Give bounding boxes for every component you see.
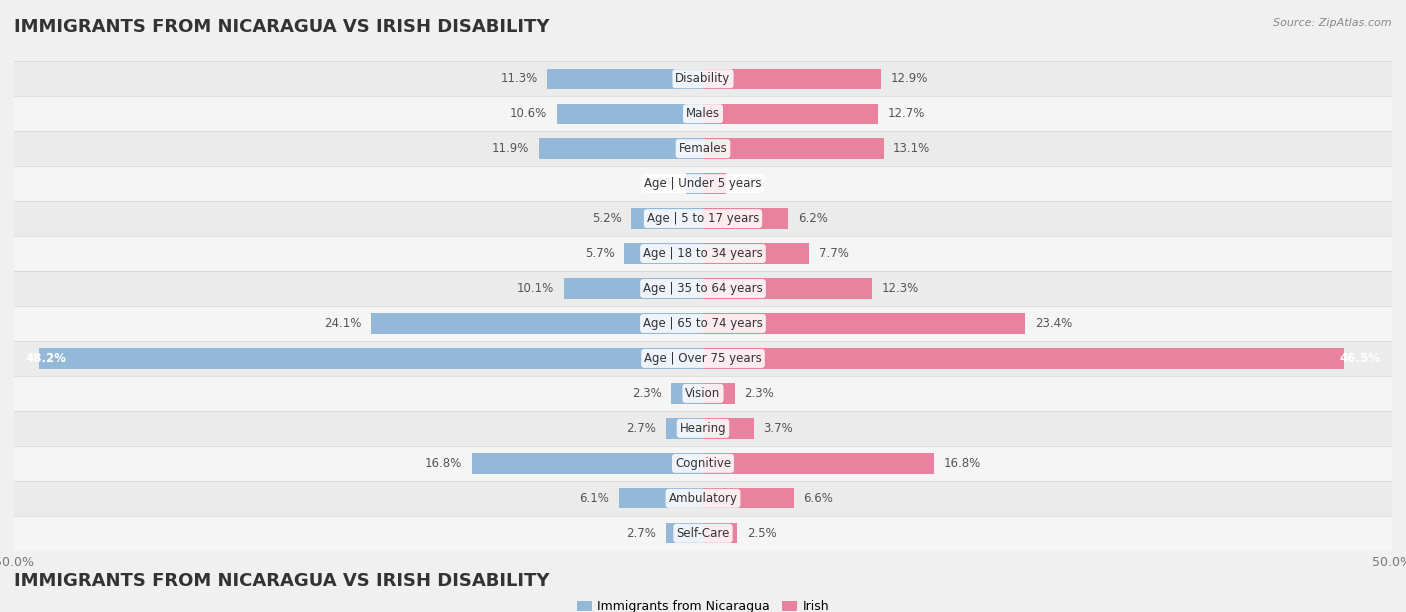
- Bar: [703, 383, 735, 403]
- Text: 1.2%: 1.2%: [647, 177, 676, 190]
- Text: 1.7%: 1.7%: [737, 177, 766, 190]
- Bar: [703, 244, 808, 264]
- Text: Hearing: Hearing: [679, 422, 727, 435]
- Text: IMMIGRANTS FROM NICARAGUA VS IRISH DISABILITY: IMMIGRANTS FROM NICARAGUA VS IRISH DISAB…: [14, 18, 550, 36]
- Text: 3.7%: 3.7%: [763, 422, 793, 435]
- Text: Self-Care: Self-Care: [676, 527, 730, 540]
- Text: Age | Over 75 years: Age | Over 75 years: [644, 352, 762, 365]
- Bar: [624, 244, 703, 264]
- Bar: [703, 523, 738, 543]
- Bar: [703, 348, 1344, 368]
- Bar: [703, 278, 873, 299]
- Bar: [703, 488, 794, 509]
- Bar: [703, 103, 877, 124]
- Text: Age | Under 5 years: Age | Under 5 years: [644, 177, 762, 190]
- Bar: [14, 376, 1392, 411]
- Text: 2.7%: 2.7%: [626, 527, 657, 540]
- Bar: [14, 446, 1392, 481]
- Bar: [14, 271, 1392, 306]
- Text: 5.7%: 5.7%: [585, 247, 614, 260]
- Bar: [547, 69, 703, 89]
- Text: 2.3%: 2.3%: [631, 387, 662, 400]
- Text: Females: Females: [679, 142, 727, 155]
- Text: 12.3%: 12.3%: [882, 282, 920, 295]
- Bar: [14, 131, 1392, 166]
- Text: 11.3%: 11.3%: [501, 72, 537, 85]
- Text: 2.5%: 2.5%: [747, 527, 778, 540]
- Text: 48.2%: 48.2%: [25, 352, 66, 365]
- Text: 6.6%: 6.6%: [804, 492, 834, 505]
- Bar: [14, 61, 1392, 96]
- Bar: [14, 411, 1392, 446]
- Text: 10.6%: 10.6%: [510, 107, 547, 120]
- Text: Cognitive: Cognitive: [675, 457, 731, 470]
- Text: 13.1%: 13.1%: [893, 142, 931, 155]
- Bar: [666, 523, 703, 543]
- Bar: [564, 278, 703, 299]
- Bar: [371, 313, 703, 334]
- Bar: [703, 138, 883, 159]
- Text: 16.8%: 16.8%: [945, 457, 981, 470]
- Bar: [703, 173, 727, 194]
- Text: 5.2%: 5.2%: [592, 212, 621, 225]
- Legend: Immigrants from Nicaragua, Irish: Immigrants from Nicaragua, Irish: [576, 600, 830, 612]
- Bar: [14, 516, 1392, 551]
- Bar: [703, 69, 880, 89]
- Bar: [14, 481, 1392, 516]
- Bar: [703, 209, 789, 229]
- Text: 46.5%: 46.5%: [1340, 352, 1381, 365]
- Text: 2.3%: 2.3%: [744, 387, 775, 400]
- Bar: [14, 96, 1392, 131]
- Text: 6.1%: 6.1%: [579, 492, 609, 505]
- Bar: [557, 103, 703, 124]
- Bar: [39, 348, 703, 368]
- Bar: [14, 201, 1392, 236]
- Text: Disability: Disability: [675, 72, 731, 85]
- Bar: [14, 306, 1392, 341]
- Text: 12.7%: 12.7%: [887, 107, 925, 120]
- Bar: [14, 236, 1392, 271]
- Text: 7.7%: 7.7%: [818, 247, 849, 260]
- Text: 2.7%: 2.7%: [626, 422, 657, 435]
- Bar: [471, 453, 703, 474]
- Text: Males: Males: [686, 107, 720, 120]
- Text: 11.9%: 11.9%: [492, 142, 530, 155]
- Text: Age | 18 to 34 years: Age | 18 to 34 years: [643, 247, 763, 260]
- Text: 6.2%: 6.2%: [799, 212, 828, 225]
- Bar: [14, 166, 1392, 201]
- Bar: [14, 341, 1392, 376]
- Text: Vision: Vision: [685, 387, 721, 400]
- Bar: [666, 418, 703, 439]
- Text: Age | 5 to 17 years: Age | 5 to 17 years: [647, 212, 759, 225]
- Text: Age | 65 to 74 years: Age | 65 to 74 years: [643, 317, 763, 330]
- Text: Source: ZipAtlas.com: Source: ZipAtlas.com: [1274, 18, 1392, 28]
- Text: 12.9%: 12.9%: [890, 72, 928, 85]
- Bar: [686, 173, 703, 194]
- Bar: [703, 313, 1025, 334]
- Bar: [703, 418, 754, 439]
- Text: Ambulatory: Ambulatory: [668, 492, 738, 505]
- Text: 24.1%: 24.1%: [323, 317, 361, 330]
- Bar: [619, 488, 703, 509]
- Text: Age | 35 to 64 years: Age | 35 to 64 years: [643, 282, 763, 295]
- Bar: [631, 209, 703, 229]
- Text: IMMIGRANTS FROM NICARAGUA VS IRISH DISABILITY: IMMIGRANTS FROM NICARAGUA VS IRISH DISAB…: [14, 572, 550, 590]
- Bar: [538, 138, 703, 159]
- Text: 16.8%: 16.8%: [425, 457, 461, 470]
- Bar: [703, 453, 935, 474]
- Bar: [671, 383, 703, 403]
- Text: 23.4%: 23.4%: [1035, 317, 1073, 330]
- Text: 10.1%: 10.1%: [517, 282, 554, 295]
